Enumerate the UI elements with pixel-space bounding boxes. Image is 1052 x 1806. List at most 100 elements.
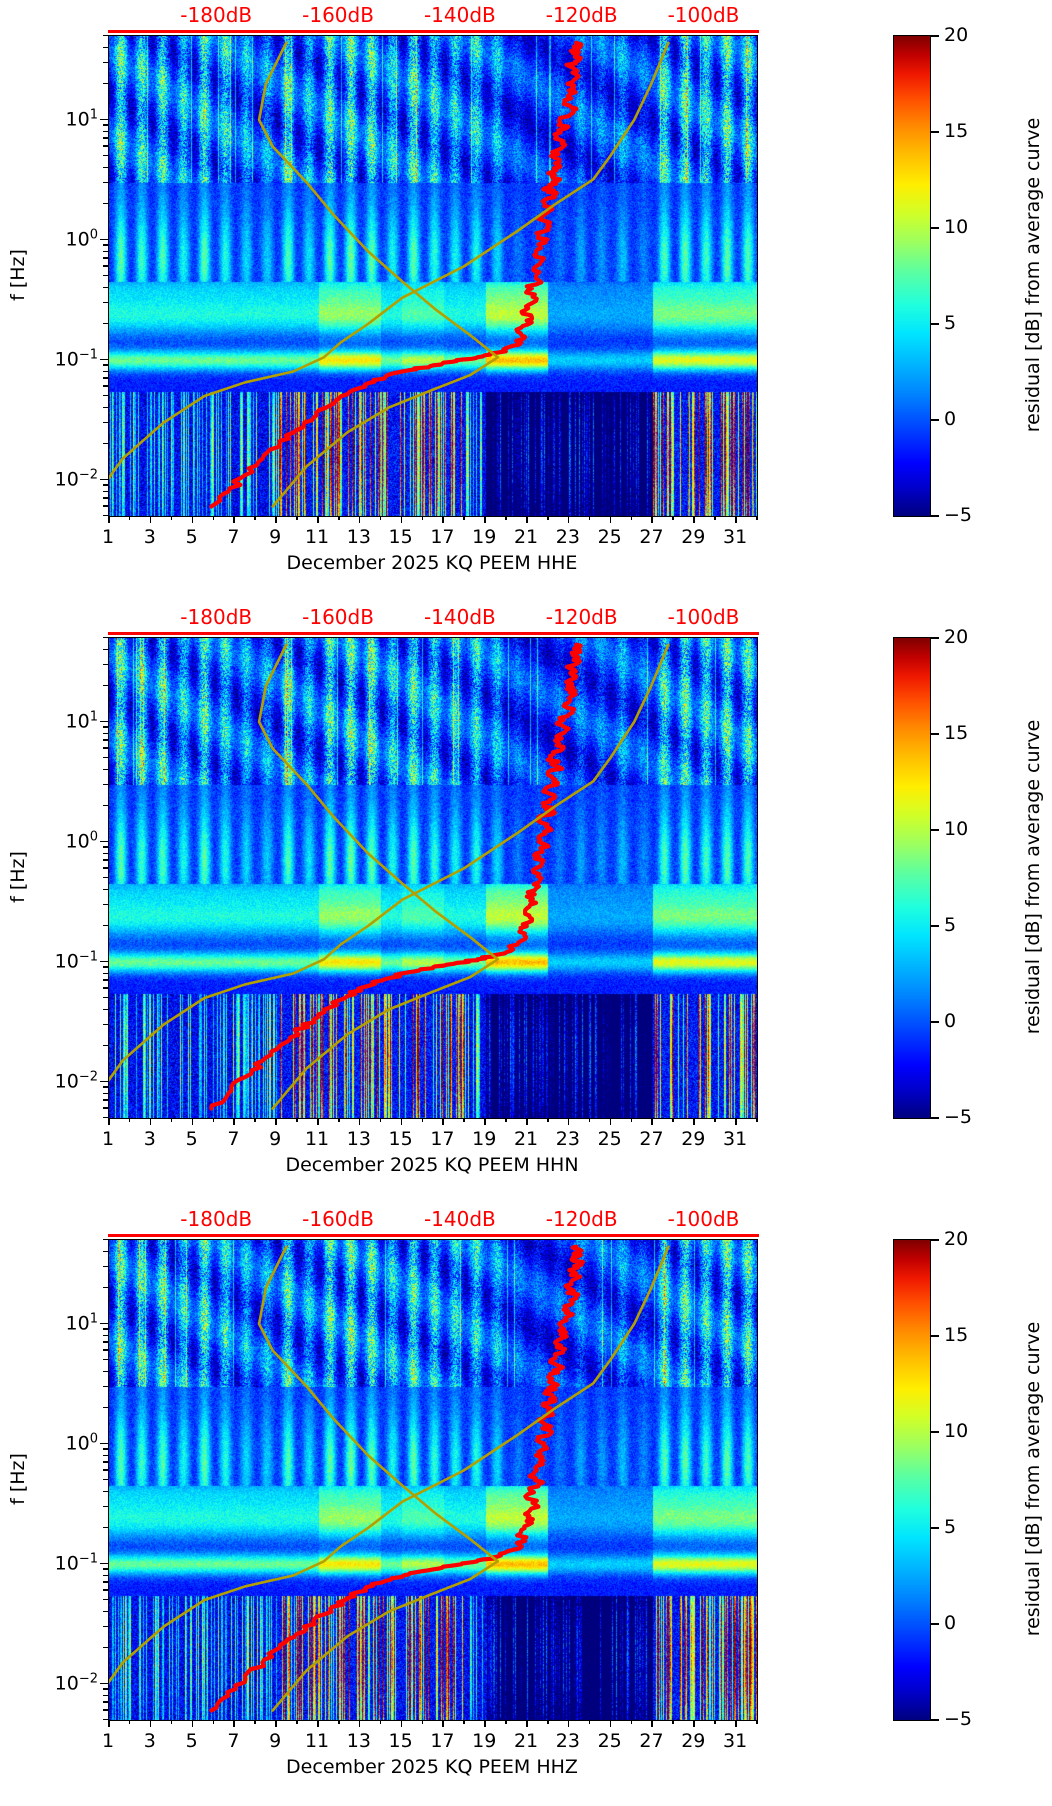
- colorbar-tick-mark: [931, 733, 939, 735]
- x-minor-tick: [588, 1720, 591, 1724]
- colorbar-tick-label: 10: [944, 818, 969, 840]
- y-minor-tick: [103, 322, 108, 325]
- y-minor-tick: [103, 1286, 108, 1289]
- y-minor-tick: [103, 244, 108, 246]
- x-tick-label: 31: [723, 1128, 748, 1150]
- x-tick-mark: [484, 1118, 486, 1125]
- x-tick-mark: [400, 516, 403, 523]
- y-minor-tick: [103, 1568, 108, 1570]
- x-tick-label: 1: [101, 1730, 115, 1752]
- spectrogram-image: [109, 36, 757, 516]
- y-minor-tick: [103, 1688, 108, 1690]
- y-minor-tick: [103, 783, 108, 785]
- overlay-curves: [109, 642, 670, 1111]
- colorbar-tick-mark: [931, 1527, 939, 1529]
- y-tick-label: 101: [65, 709, 98, 733]
- top-db-tick-label: -160dB: [302, 3, 374, 27]
- x-tick-mark: [275, 1720, 277, 1727]
- y-minor-tick: [103, 739, 108, 741]
- y-minor-tick: [103, 1505, 108, 1507]
- top-db-axis-line: [108, 1234, 759, 1237]
- y-minor-tick: [103, 301, 108, 303]
- top-db-tick-label: -100dB: [667, 3, 740, 27]
- colorbar[interactable]: [893, 35, 931, 517]
- y-minor-tick: [103, 1694, 108, 1696]
- y-minor-tick: [103, 1625, 108, 1627]
- y-minor-tick: [103, 166, 108, 169]
- x-minor-tick: [128, 1720, 131, 1724]
- y-axis-label: f [Hz]: [7, 249, 29, 301]
- x-minor-tick: [254, 516, 256, 520]
- x-tick-mark: [233, 516, 235, 523]
- top-db-tick-label: -180dB: [180, 3, 253, 27]
- x-tick-mark: [358, 1720, 361, 1727]
- x-tick-label: 13: [346, 1730, 371, 1752]
- y-minor-tick: [103, 1709, 108, 1711]
- y-minor-tick: [103, 1701, 108, 1703]
- y-minor-tick: [103, 1107, 108, 1109]
- colorbar-tick-mark: [931, 35, 939, 37]
- x-tick-label: 11: [304, 1128, 330, 1150]
- x-tick-mark: [609, 1720, 612, 1727]
- y-tick-label: 101: [65, 1311, 98, 1335]
- x-tick-mark: [149, 1720, 152, 1727]
- y-minor-tick: [103, 145, 108, 147]
- top-db-tick-label: -180dB: [180, 605, 253, 629]
- x-tick-label: 9: [269, 1128, 282, 1150]
- x-minor-tick: [588, 516, 591, 520]
- x-tick-label: 31: [723, 526, 748, 548]
- top-db-axis-line: [108, 632, 759, 635]
- top-db-tick-label: -140dB: [423, 605, 496, 629]
- spectrogram-plot-area[interactable]: [108, 35, 758, 517]
- x-tick-label: 7: [227, 1128, 240, 1150]
- x-minor-tick: [630, 516, 633, 520]
- spectrogram-plot-area[interactable]: [108, 1239, 758, 1721]
- colorbar[interactable]: [893, 1239, 931, 1721]
- x-tick-mark: [442, 1118, 445, 1125]
- x-minor-tick: [128, 1118, 131, 1122]
- colorbar-tick-label: −5: [944, 504, 973, 526]
- colorbar-tick-mark: [931, 925, 939, 927]
- x-tick-label: 29: [681, 1730, 706, 1752]
- y-minor-tick: [103, 257, 108, 259]
- y-minor-tick: [103, 859, 108, 861]
- x-tick-mark: [233, 1720, 235, 1727]
- x-minor-tick: [212, 1118, 215, 1122]
- x-tick-mark: [317, 1720, 319, 1727]
- top-db-tick-label: -140dB: [423, 3, 496, 27]
- y-minor-tick: [103, 1265, 108, 1267]
- x-tick-mark: [693, 1118, 695, 1125]
- x-tick-mark: [108, 1118, 110, 1125]
- x-minor-tick: [170, 516, 173, 520]
- x-tick-label: 15: [388, 1128, 413, 1150]
- y-minor-tick: [103, 1328, 108, 1330]
- y-minor-tick: [103, 181, 108, 183]
- x-minor-tick: [714, 1118, 716, 1122]
- x-tick-label: 19: [472, 526, 497, 548]
- y-tick-mark: [100, 840, 108, 843]
- x-minor-tick: [672, 516, 674, 520]
- y-minor-tick: [103, 888, 108, 891]
- x-tick-mark: [567, 516, 570, 523]
- colorbar-tick-label: −5: [944, 1106, 973, 1128]
- x-tick-label: 1: [101, 1128, 115, 1150]
- y-minor-tick: [103, 1646, 108, 1649]
- spectrogram-plot-area[interactable]: [108, 637, 758, 1119]
- x-minor-tick: [672, 1720, 674, 1724]
- x-minor-tick: [505, 1118, 507, 1122]
- colorbar[interactable]: [893, 637, 931, 1119]
- x-tick-mark: [317, 1118, 319, 1125]
- x-tick-label: 5: [185, 526, 198, 548]
- x-minor-tick: [630, 1118, 633, 1122]
- x-tick-mark: [317, 516, 319, 523]
- colorbar-label: residual [dB] from average curve: [1022, 719, 1044, 1035]
- x-tick-mark: [149, 1118, 152, 1125]
- y-minor-tick: [103, 265, 108, 267]
- colorbar-tick-mark: [931, 637, 939, 639]
- spectrogram-image: [109, 1240, 757, 1720]
- colorbar-label: residual [dB] from average curve: [1022, 1321, 1044, 1637]
- x-minor-tick: [212, 1720, 215, 1724]
- x-tick-mark: [191, 516, 194, 523]
- y-minor-tick: [103, 726, 108, 728]
- colorbar-tick-mark: [931, 1431, 939, 1433]
